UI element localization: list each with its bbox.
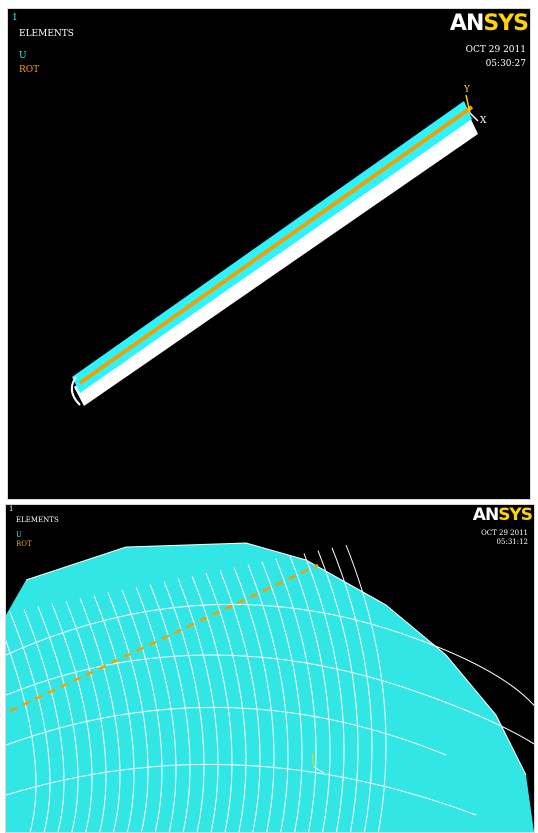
zoomed-mesh-view	[6, 542, 534, 832]
plot-time: 05:31:12	[496, 538, 528, 546]
ansys-logo-sys: SYS	[498, 505, 533, 525]
ansys-logo: ANSYS	[472, 505, 533, 525]
mesh-line	[93, 595, 135, 832]
mesh-line	[121, 589, 163, 832]
mesh-line	[191, 575, 233, 832]
triad-y-label: Y	[464, 85, 470, 95]
mesh-line	[233, 567, 275, 832]
window-number: 1	[9, 505, 14, 513]
plot-date: OCT 29 2011	[481, 529, 528, 537]
legend-rot: ROT	[16, 540, 32, 548]
mesh-line	[23, 609, 65, 832]
mesh-line	[219, 570, 261, 832]
mini-triad-y	[311, 752, 315, 768]
mesh-surface	[6, 543, 534, 832]
mesh-line	[149, 584, 191, 832]
ansys-logo-an: AN	[472, 505, 499, 525]
mesh-line	[163, 581, 205, 832]
mesh-line	[303, 553, 345, 832]
legend-u: U	[19, 51, 27, 61]
mesh-line	[37, 606, 79, 832]
rot-constraint-dashes	[9, 563, 319, 713]
legend-u: U	[16, 531, 22, 539]
mesh-line	[51, 603, 93, 832]
graphics-window-bottom[interactable]: 1 ELEMENTS U ROT ANSYS OCT 29 2011 05:31…	[5, 504, 535, 833]
mesh-line	[205, 572, 247, 832]
mesh-line	[6, 706, 447, 756]
mesh-line	[275, 558, 317, 832]
mesh-line	[345, 544, 387, 832]
mesh-line	[65, 600, 107, 832]
mesh-line	[9, 612, 51, 832]
mesh-line	[317, 550, 359, 832]
mesh-grid	[6, 542, 534, 832]
mesh-line	[247, 564, 289, 832]
legend-rot: ROT	[19, 65, 40, 75]
plot-date: OCT 29 2011	[465, 45, 526, 55]
mesh-line	[6, 639, 37, 832]
triad-y-axis	[465, 94, 471, 114]
triad-x-label: X	[480, 116, 487, 126]
ansys-logo-an: AN	[449, 11, 484, 36]
mini-triad-x	[313, 766, 325, 774]
mesh-line	[135, 586, 177, 832]
mesh-line	[107, 592, 149, 832]
beam-model-view	[70, 94, 479, 406]
window-number: 1	[12, 13, 18, 23]
triad-x-axis	[469, 112, 479, 122]
ansys-logo-sys: SYS	[483, 11, 529, 36]
plot-time: 05:30:27	[485, 59, 526, 69]
mesh-line	[6, 603, 534, 795]
plot-title: ELEMENTS	[19, 29, 74, 39]
beam-end-cap	[70, 376, 81, 406]
mesh-line	[79, 598, 121, 832]
beam-underside	[74, 113, 478, 406]
mesh-line	[177, 578, 219, 832]
mesh-line	[261, 561, 303, 832]
mesh-line	[6, 763, 477, 816]
plot-title: ELEMENTS	[16, 516, 59, 524]
ansys-logo: ANSYS	[449, 11, 529, 36]
rot-constraint-line	[78, 105, 474, 385]
mesh-line	[331, 547, 373, 832]
mesh-line	[289, 556, 331, 832]
mesh-line	[6, 654, 534, 825]
mesh-line	[25, 542, 527, 776]
graphics-window-top[interactable]: 1 ELEMENTS U ROT ANSYS OCT 29 2011 05:30…	[7, 8, 531, 500]
